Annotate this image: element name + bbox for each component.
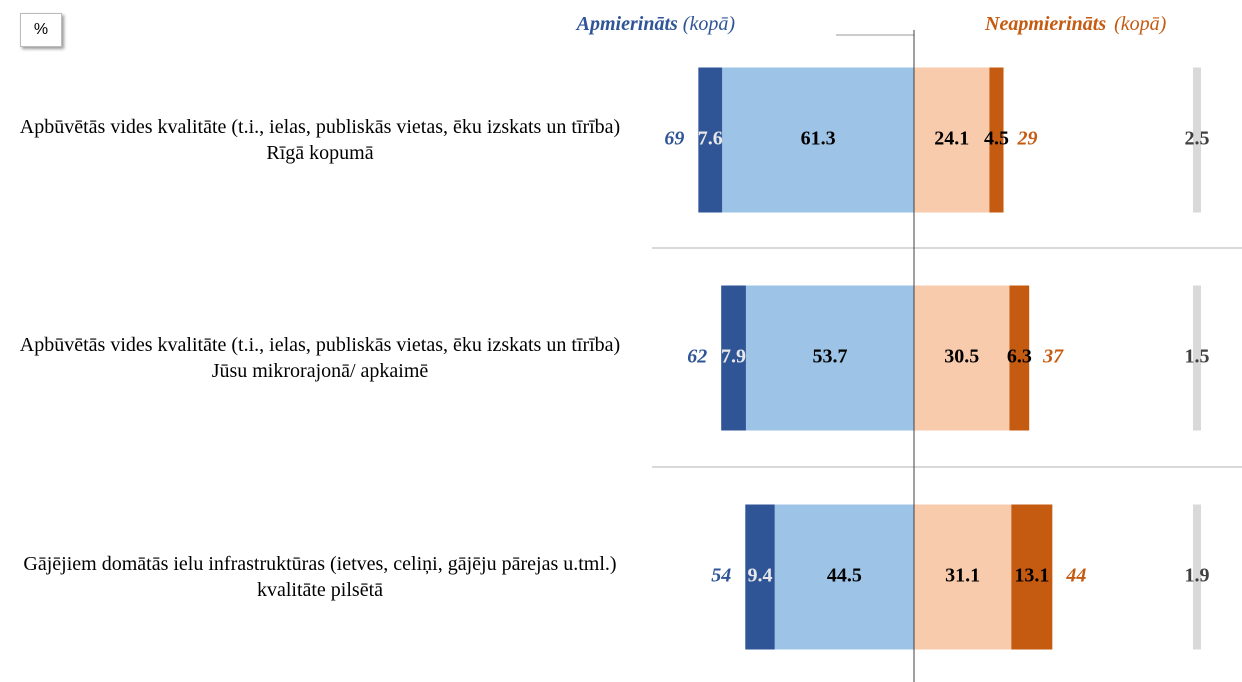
header-right-note: (kopā) <box>1114 13 1167 35</box>
header-right: Neapmierināts (kopā) <box>984 13 1167 35</box>
header-left-main: Apmierināts <box>575 13 678 35</box>
value-label: 2.5 <box>1185 128 1210 150</box>
bar-segment <box>914 504 1012 650</box>
header-left: Apmierināts (kopā) <box>575 13 736 35</box>
value-label: 31.1 <box>945 565 980 587</box>
total-label: 37 <box>1042 346 1064 368</box>
total-label: 29 <box>1017 128 1038 150</box>
bar-segment <box>774 504 914 650</box>
bar-segment <box>745 285 914 431</box>
bar-segment <box>989 67 1004 213</box>
value-label: 13.1 <box>1014 565 1049 587</box>
bar-segment <box>698 67 723 213</box>
value-label: 1.5 <box>1185 346 1210 368</box>
value-label: 61.3 <box>801 128 836 150</box>
category-label: Apbūvētās vides kvalitāte (t.i., ielas, … <box>19 334 621 382</box>
bar-segment <box>1011 504 1053 650</box>
bar-segment <box>1009 285 1030 431</box>
header-left-note: (kopā) <box>683 13 736 35</box>
total-label: 62 <box>687 346 707 368</box>
value-label: 6.3 <box>1007 346 1032 368</box>
bar-segment <box>914 285 1010 431</box>
value-label: 1.9 <box>1185 565 1210 587</box>
header-right-main: Neapmierināts <box>984 13 1106 35</box>
value-label: 7.6 <box>698 128 723 150</box>
total-label: 54 <box>711 565 731 587</box>
value-label: 30.5 <box>944 346 979 368</box>
total-label: 69 <box>664 128 684 150</box>
bar-segment <box>1193 285 1201 431</box>
total-label: 44 <box>1065 565 1086 587</box>
category-label: Gājējiem domātās ielu infrastruktūras (i… <box>23 553 617 601</box>
value-label: 7.9 <box>721 346 746 368</box>
category-label: Apbūvētās vides kvalitāte (t.i., ielas, … <box>19 116 621 164</box>
bar-segment <box>745 504 775 650</box>
bar-segment <box>914 67 990 213</box>
value-label: 24.1 <box>934 128 969 150</box>
value-label: 44.5 <box>827 565 862 587</box>
bar-segment <box>1193 504 1201 650</box>
value-label: 4.5 <box>984 128 1009 150</box>
value-label: 53.7 <box>812 346 847 368</box>
bar-segment <box>722 67 914 213</box>
bar-segment <box>721 285 746 431</box>
bar-segment <box>1193 67 1201 213</box>
value-label: 9.4 <box>748 565 773 587</box>
unit-badge: % <box>20 13 62 47</box>
